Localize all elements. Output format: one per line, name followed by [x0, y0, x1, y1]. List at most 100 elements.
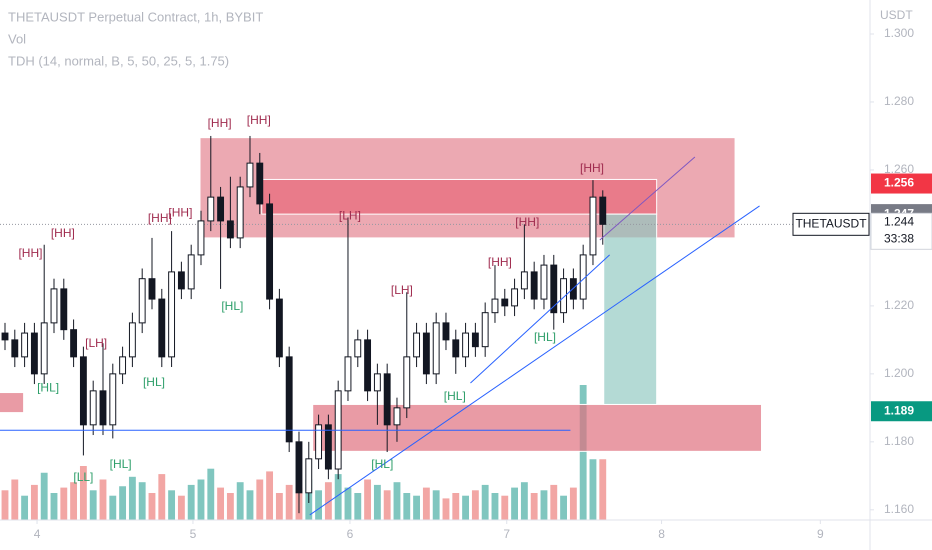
swing-label: [HH]	[51, 226, 75, 240]
volume-bar	[452, 493, 460, 520]
volume-bar	[128, 476, 136, 520]
y-tick-label: 1.220	[884, 298, 914, 312]
volume-bar	[520, 482, 528, 520]
candle-body	[599, 196, 607, 225]
x-tick-label: 5	[190, 527, 197, 541]
candle-body	[99, 390, 107, 426]
candle-body	[177, 271, 185, 290]
volume-bar	[324, 482, 332, 520]
indicator-label: TDH (14, normal, B, 5, 50, 25, 5, 1.75)	[8, 53, 229, 68]
candle-body	[511, 288, 519, 307]
candle-body	[403, 356, 411, 409]
volume-bar	[471, 490, 479, 520]
volume-bar	[246, 490, 254, 520]
volume-bar	[109, 495, 117, 520]
volume-bar	[413, 495, 421, 520]
candle-body	[50, 288, 58, 324]
candle-body	[60, 288, 68, 331]
plot-area: [HH] [HH] [LH] [HL] [LL] [HL] [HL] [HH] [HH] [HL]…	[0, 113, 870, 520]
volume-bar	[99, 479, 107, 520]
candle-body	[148, 278, 156, 300]
volume-bar	[550, 484, 558, 520]
candle-body	[354, 339, 362, 358]
volume-bar	[217, 487, 225, 520]
x-tick-label: 8	[658, 527, 665, 541]
candle-body	[481, 312, 489, 348]
volume-bar	[148, 493, 156, 520]
x-tick-label: 9	[817, 527, 824, 541]
volume-bar	[187, 484, 195, 520]
symbol-tag	[792, 212, 870, 236]
volume-bar	[266, 471, 274, 520]
zone	[312, 403, 763, 452]
volume-bar	[30, 484, 38, 520]
volume-bar	[422, 487, 430, 520]
volume-bar	[315, 490, 323, 520]
candle-body	[275, 298, 283, 358]
trend-line	[599, 156, 696, 241]
swing-label: [HH]	[580, 161, 604, 175]
zone	[603, 213, 658, 405]
candle-body	[442, 322, 450, 341]
candle-body	[11, 339, 19, 358]
volume-bar	[373, 484, 381, 520]
volume-bar	[403, 493, 411, 520]
volume-bar	[599, 459, 607, 520]
candle-body	[236, 186, 244, 239]
swing-label: [LH]	[339, 208, 361, 222]
volume-bar	[491, 493, 499, 520]
volume-bar	[197, 479, 205, 520]
volume-bar	[432, 490, 440, 520]
candle-body	[589, 196, 597, 256]
candle-body	[305, 458, 313, 494]
volume-bar	[442, 498, 450, 520]
swing-label: [HL]	[143, 375, 165, 389]
zone	[0, 392, 25, 414]
volume-bar	[21, 495, 29, 520]
indicator-label: Vol	[8, 31, 26, 46]
x-tick-label: 6	[347, 527, 354, 541]
volume-bar	[334, 474, 342, 520]
candle-body	[520, 271, 528, 290]
volume-bar	[540, 490, 548, 520]
volume-bar	[70, 482, 78, 520]
candle-body	[168, 271, 176, 358]
candle-body	[109, 373, 117, 426]
candle-body	[197, 220, 205, 256]
price-tag-label: 1.256	[884, 176, 914, 190]
candle-body	[383, 373, 391, 426]
swing-label: [HH]	[247, 113, 271, 127]
volume-bar	[11, 479, 19, 520]
candle-body	[344, 356, 352, 392]
y-tick-label: 1.200	[884, 366, 914, 380]
candle-body	[530, 271, 538, 300]
trend-line	[309, 205, 760, 516]
candle-body	[187, 254, 195, 290]
candle-body	[422, 332, 430, 375]
volume-bar	[168, 490, 176, 520]
swing-label: [HH]	[515, 215, 539, 229]
candle-body	[560, 278, 568, 314]
candle-body	[393, 407, 401, 426]
volume-bar	[226, 493, 234, 520]
y-tick-label: 1.300	[884, 26, 914, 40]
y-tick-label: 1.180	[884, 434, 914, 448]
swing-label: [HL]	[110, 457, 132, 471]
volume-bar	[236, 482, 244, 520]
candle-body	[79, 356, 87, 426]
price-tag-label: 1.189	[884, 403, 914, 417]
volume-bar	[50, 493, 58, 520]
candle-body	[315, 424, 323, 460]
candle-body	[266, 203, 274, 300]
candle-body	[373, 373, 381, 392]
swing-label: [HL]	[371, 457, 393, 471]
swing-label: [LH]	[85, 336, 107, 350]
swing-label: [LL]	[73, 470, 93, 484]
candle-body	[501, 298, 509, 307]
last-price-tag	[870, 212, 932, 250]
volume-bar	[579, 385, 587, 520]
candle-body	[295, 441, 303, 494]
volume-bar	[589, 459, 597, 520]
swing-label: [HL]	[37, 380, 59, 394]
